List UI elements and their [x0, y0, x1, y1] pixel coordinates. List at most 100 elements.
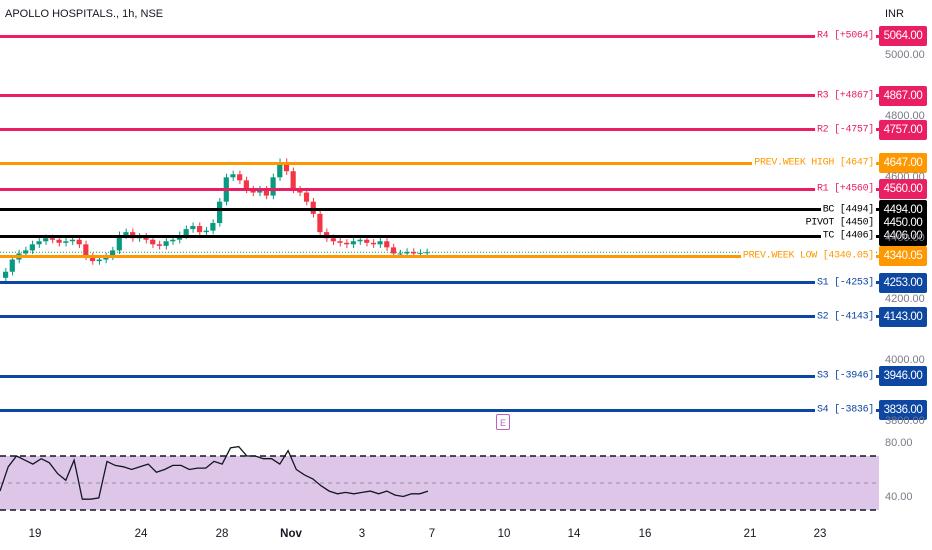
candle-body — [390, 247, 397, 254]
price-tag-s2: 4143.00 — [879, 306, 927, 327]
rsi-line — [0, 445, 429, 500]
candle-body — [76, 239, 82, 245]
price-tag-s4: 3836.00 — [879, 400, 927, 420]
price-tag-pwh: 4647.00 — [879, 153, 927, 173]
candle-body — [297, 189, 303, 193]
candle-body — [170, 239, 176, 242]
candle-body — [364, 239, 370, 243]
price-tag-r1: 4560.00 — [879, 179, 927, 200]
candle-body — [29, 244, 35, 251]
rsi-axis-tick: 40.00 — [885, 490, 913, 503]
level-label-s2: S2 [-4143] — [814, 311, 876, 322]
candle-body — [156, 244, 162, 246]
candle-body — [410, 251, 417, 254]
candle-body — [103, 256, 109, 260]
price-tag-s1: 4253.00 — [879, 272, 927, 293]
date-axis-tick: 16 — [638, 528, 652, 540]
level-line-s4[interactable] — [0, 408, 879, 412]
level-line-r3[interactable] — [0, 94, 879, 98]
level-label-r3: R3 [+4867] — [814, 90, 876, 102]
candle-body — [9, 259, 15, 272]
candle-body — [123, 232, 129, 236]
candle-body — [370, 242, 376, 245]
candle-body — [49, 238, 55, 240]
candle-body — [404, 251, 410, 254]
date-axis-tick: 10 — [497, 528, 511, 540]
candle-body — [110, 250, 116, 257]
date-axis-tick: 23 — [813, 528, 827, 540]
candle-body — [263, 189, 269, 196]
candle-body — [190, 226, 196, 230]
level-label-tc: TC [4406] — [820, 230, 876, 242]
candle-body — [290, 171, 296, 190]
level-line-r1[interactable] — [0, 187, 879, 191]
level-line-s2[interactable] — [0, 315, 879, 318]
level-line-pwh[interactable] — [0, 161, 879, 165]
candle-body — [310, 201, 316, 214]
level-line-r2[interactable] — [0, 128, 879, 131]
candle-body — [337, 241, 343, 243]
candle-body — [203, 230, 209, 233]
level-label-bc: BC [4494] — [820, 204, 876, 216]
level-label-pwl: PREV.WEEK LOW [4340.05] — [740, 250, 876, 262]
level-line-r4[interactable] — [0, 34, 879, 38]
level-label-r4: R4 [+5064] — [814, 30, 876, 42]
candle-body — [344, 242, 350, 245]
level-label-s1: S1 [-4253] — [814, 277, 876, 289]
price-tag-r4: 5064.00 — [879, 26, 927, 46]
price-axis-tick: 4200.00 — [885, 293, 925, 306]
candle-body — [83, 244, 89, 257]
price-axis-tick: 4400.00 — [885, 232, 925, 245]
event-icon[interactable]: E — [496, 414, 510, 430]
level-line-bc[interactable] — [0, 208, 879, 212]
price-tag-r2: 4757.00 — [879, 119, 927, 140]
level-label-s4: S4 [-3836] — [814, 404, 876, 416]
level-line-pwl[interactable] — [0, 254, 879, 258]
candle-body — [210, 223, 216, 231]
rsi-axis-tick: 80.00 — [885, 436, 913, 449]
candle-body — [63, 241, 69, 243]
candle-body — [257, 189, 263, 193]
level-label-pivot: PIVOT [4450] — [803, 217, 876, 229]
candle-body — [237, 174, 243, 181]
candle-body — [89, 256, 96, 262]
candle-body — [163, 241, 169, 246]
date-axis-tick: 3 — [358, 528, 366, 540]
candle-body — [116, 235, 122, 251]
level-label-s3: S3 [-3946] — [814, 370, 876, 382]
price-axis-tick: 5000.00 — [885, 49, 925, 62]
level-line-s3[interactable] — [0, 374, 879, 378]
price-tag-tc: 4406.00 — [879, 226, 927, 247]
candle-body — [250, 189, 256, 193]
date-axis-tick: Nov — [280, 528, 302, 540]
candle-body — [3, 271, 9, 278]
date-axis-tick: 28 — [215, 528, 229, 540]
level-label-r1: R1 [+4560] — [814, 183, 876, 195]
candle-body — [230, 174, 236, 178]
price-axis-tick: 4600.00 — [885, 171, 925, 184]
candle-body — [36, 241, 42, 245]
candle-body — [69, 239, 76, 242]
level-line-tc[interactable] — [0, 234, 879, 238]
date-axis-tick: 24 — [134, 528, 148, 540]
candle-body — [96, 259, 102, 262]
candle-body — [377, 241, 383, 245]
price-tag-pwl: 4340.05 — [879, 246, 927, 267]
price-axis-tick: 4000.00 — [885, 354, 925, 367]
level-line-s1[interactable] — [0, 281, 879, 285]
date-axis-tick: 21 — [743, 528, 757, 540]
date-axis-tick: 14 — [567, 528, 581, 540]
symbol-title[interactable]: APOLLO HOSPITALS., 1h, NSE — [5, 8, 164, 20]
candle-body — [43, 238, 49, 242]
price-axis-tick: 3800.00 — [885, 414, 925, 427]
candle-body — [277, 162, 283, 178]
candle-body — [183, 229, 189, 236]
candle-body — [23, 250, 29, 254]
candle-body — [357, 239, 363, 242]
candle-body — [417, 252, 423, 254]
candle-body — [56, 239, 62, 243]
candle-body — [317, 213, 323, 233]
candle-body — [397, 253, 403, 255]
price-tag-r3: 4867.00 — [879, 85, 927, 106]
